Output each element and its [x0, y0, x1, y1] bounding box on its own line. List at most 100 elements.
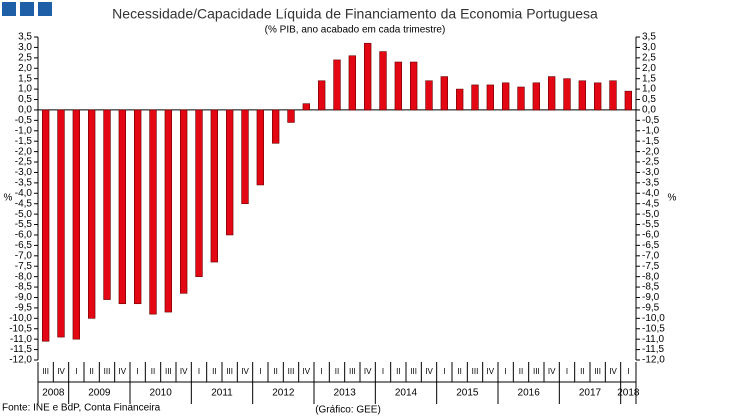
y2-tick-label: -7,5 [642, 261, 660, 272]
y2-axis-label: % [668, 193, 677, 204]
x-tick-label: I [627, 367, 629, 376]
y-tick-label: -2,5 [15, 157, 33, 168]
year-label: 2010 [150, 388, 173, 399]
y-tick-label: -12,0 [9, 355, 32, 366]
y2-tick-label: 3,0 [642, 42, 656, 53]
bar [57, 109, 65, 338]
y2-tick-label: -9,5 [642, 303, 660, 314]
x-tick-label: II [457, 367, 461, 376]
y-tick-label: -11,5 [10, 344, 32, 355]
bar [118, 109, 127, 305]
x-tick-label: II [89, 367, 93, 376]
bar [149, 109, 157, 315]
y2-tick-label: 3,5 [642, 32, 656, 43]
y2-tick-label: -4,0 [642, 188, 660, 199]
y-tick-label: -1,5 [15, 136, 33, 147]
x-tick-label: II [212, 367, 216, 376]
x-tick-label: II [519, 367, 523, 376]
y2-tick-label: -5,0 [642, 209, 660, 220]
bar [87, 109, 96, 319]
y-tick-label: -1,0 [15, 125, 33, 136]
logo-square [38, 2, 52, 16]
bar [333, 59, 341, 111]
x-tick-label: I [382, 367, 384, 376]
bar [210, 109, 219, 263]
x-tick-label: IV [119, 367, 127, 376]
y-tick-label: -4,0 [15, 188, 33, 199]
x-tick-label: II [580, 367, 584, 376]
y-tick-label: -9,0 [15, 292, 33, 303]
year-label: 2009 [88, 388, 111, 399]
bar [164, 109, 173, 313]
x-tick-label: II [273, 367, 277, 376]
bar [532, 82, 541, 111]
y-tick-label: 0,0 [18, 105, 32, 116]
bar [225, 109, 234, 236]
x-tick-label: II [151, 367, 155, 376]
bar [563, 78, 571, 111]
bar [241, 109, 249, 205]
x-tick-label: I [137, 367, 139, 376]
bar [547, 76, 556, 111]
y2-tick-label: 0,0 [642, 105, 656, 116]
bar [302, 103, 311, 111]
y-tick-label: -2,0 [15, 146, 33, 157]
y2-tick-label: -4,5 [642, 198, 660, 209]
y-tick-label: -0,5 [15, 115, 33, 126]
y2-tick-label: -6,5 [642, 240, 660, 251]
x-tick-label: III [226, 367, 233, 376]
x-tick-label: III [288, 367, 295, 376]
x-tick-label: I [566, 367, 568, 376]
y2-tick-label: -3,5 [642, 178, 660, 189]
bar [72, 109, 81, 340]
bar [287, 109, 295, 123]
y2-tick-label: -7,0 [642, 250, 660, 261]
y-tick-label: 2,0 [18, 63, 32, 74]
bar [486, 84, 495, 111]
x-tick-label: I [75, 367, 77, 376]
year-label: 2014 [395, 388, 418, 399]
bar [256, 109, 265, 186]
x-tick-label: I [259, 367, 261, 376]
bar [455, 88, 464, 111]
source: Fonte: INE e BdP, Conta Financeira [2, 403, 161, 414]
bar [394, 61, 403, 111]
y-axis-label: % [4, 193, 13, 204]
x-tick-label: III [42, 367, 49, 376]
bar [271, 109, 280, 144]
bar [179, 109, 188, 294]
y-tick-label: -5,0 [15, 209, 33, 220]
year-label: 2012 [272, 388, 295, 399]
bar [363, 42, 372, 111]
bar [624, 90, 633, 111]
year-label: 2015 [456, 388, 479, 399]
y2-tick-label: -12,0 [642, 355, 665, 366]
bar [348, 55, 357, 111]
bar [41, 109, 50, 342]
y-tick-label: -6,5 [15, 240, 33, 251]
y-tick-label: 3,5 [18, 32, 32, 43]
year-label: 2016 [518, 388, 541, 399]
x-tick-label: II [396, 367, 400, 376]
y-tick-label: 0,5 [18, 94, 32, 105]
x-tick-label: IV [487, 367, 495, 376]
y2-tick-label: -1,5 [642, 136, 660, 147]
bar [317, 80, 326, 111]
y2-tick-label: -8,5 [642, 282, 660, 293]
y-tick-label: -4,5 [15, 198, 33, 209]
y2-tick-label: -10,5 [642, 323, 665, 334]
y2-tick-label: 0,5 [642, 94, 656, 105]
x-tick-label: III [472, 367, 479, 376]
x-tick-label: III [594, 367, 601, 376]
year-label: 2017 [579, 388, 602, 399]
bar [609, 80, 617, 111]
bar [440, 76, 449, 111]
y2-tick-label: -3,0 [642, 167, 660, 178]
x-tick-label: II [335, 367, 339, 376]
bar [593, 82, 602, 111]
y2-tick-label: -11,0 [642, 334, 664, 345]
y2-tick-label: 1,5 [642, 73, 656, 84]
x-tick-label: III [533, 367, 540, 376]
y-tick-label: 2,5 [18, 52, 32, 63]
